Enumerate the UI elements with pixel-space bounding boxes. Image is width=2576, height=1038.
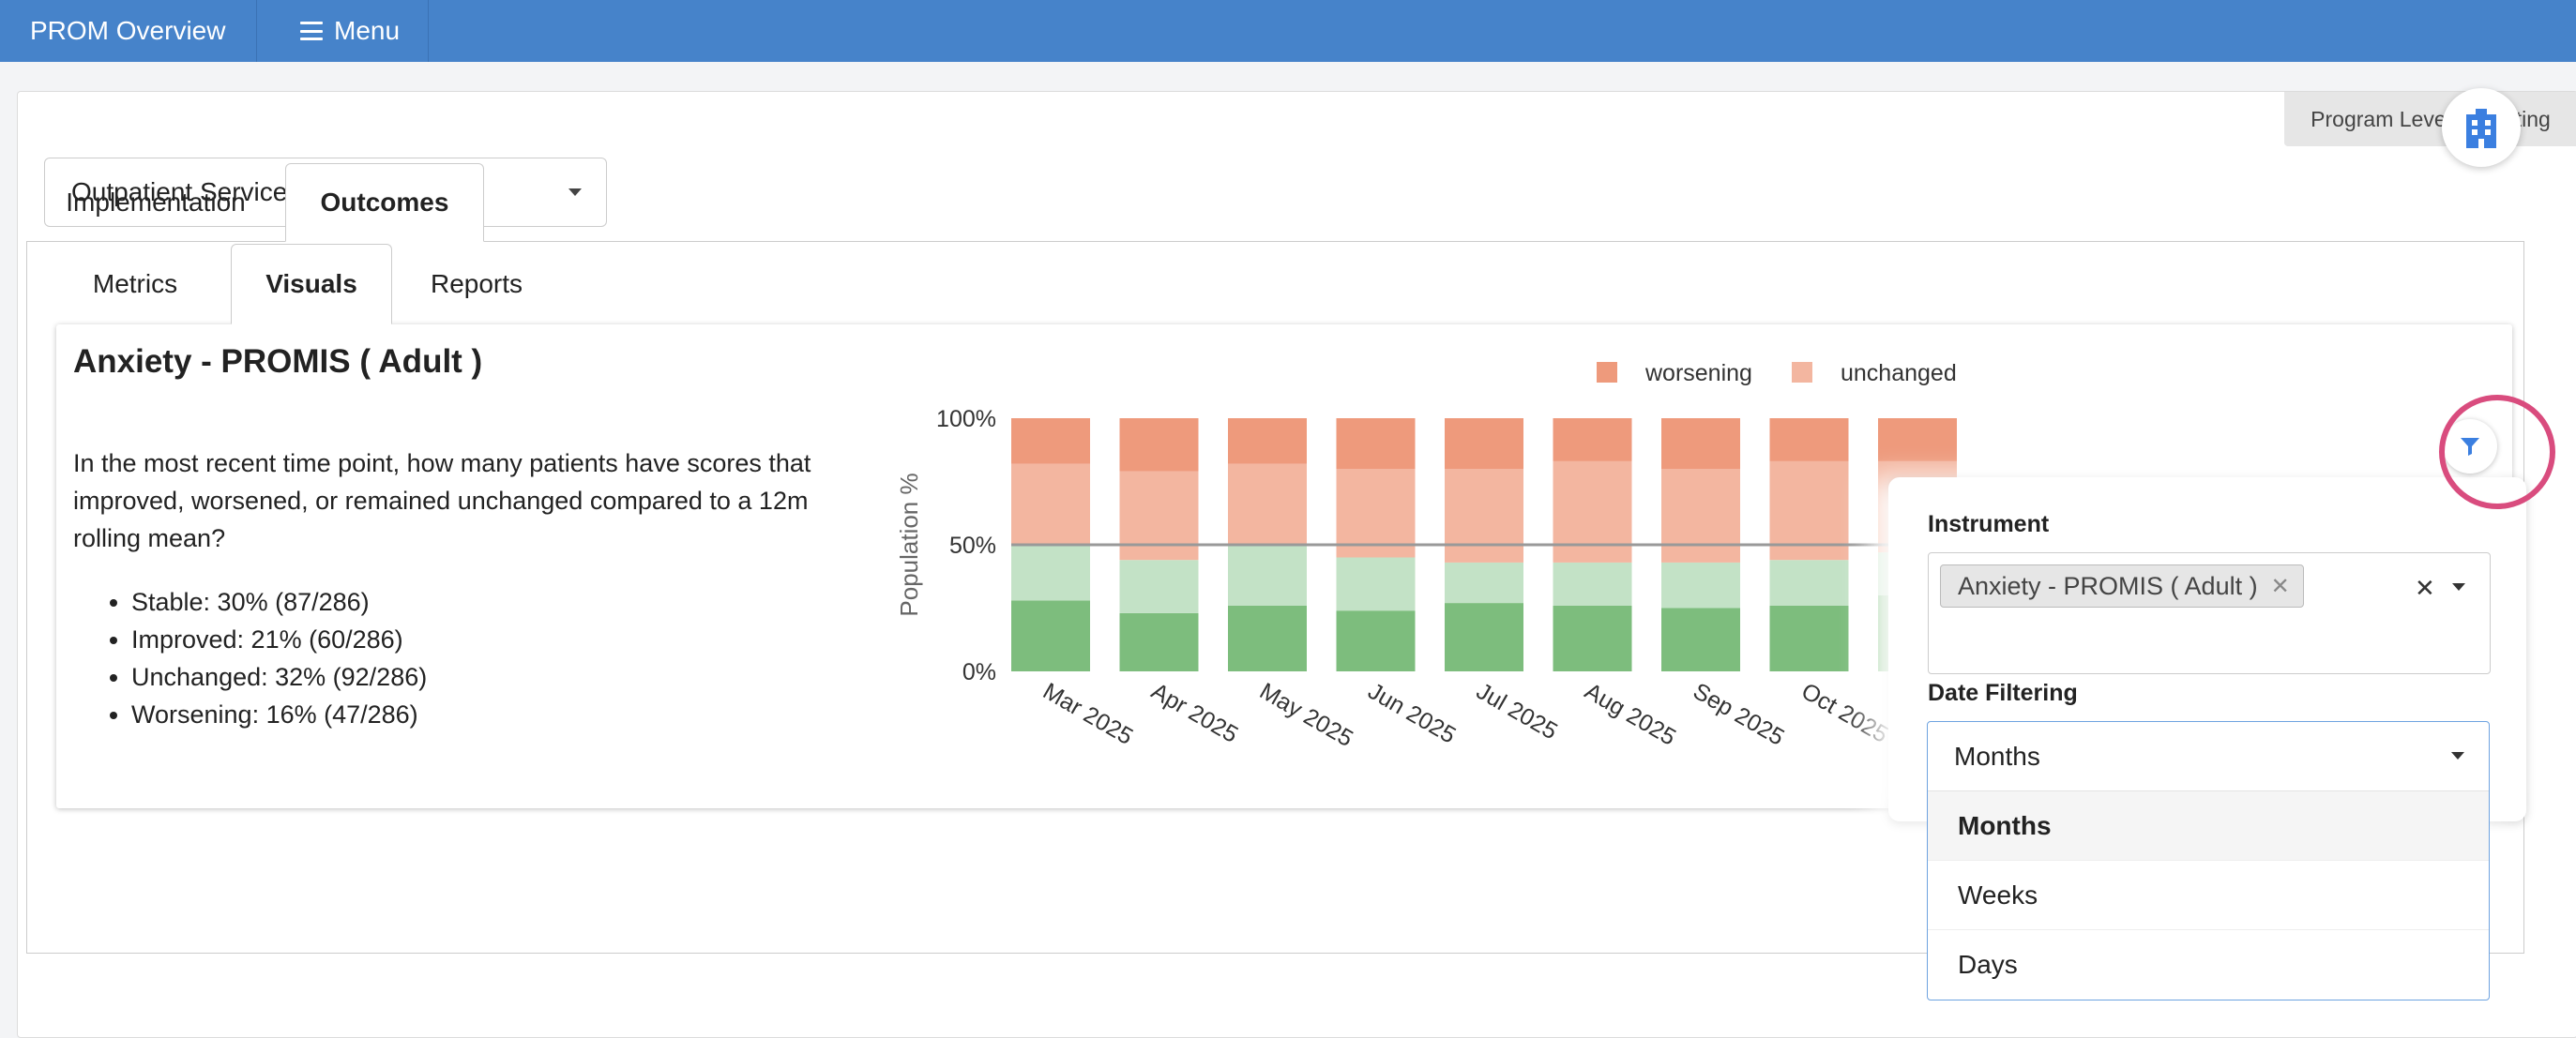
date-select-value[interactable]: Months <box>1928 722 2489 791</box>
stats-list: Stable: 30% (87/286) Improved: 21% (60/2… <box>131 583 427 733</box>
bar-improving <box>1553 562 1632 606</box>
tab-visuals[interactable]: Visuals <box>231 244 392 324</box>
bar-worsening <box>1011 418 1090 464</box>
top-nav-bar: PROM Overview Menu <box>0 0 2576 62</box>
bar-stable <box>1553 605 1632 671</box>
bar-unchanged <box>1119 471 1199 561</box>
site-select[interactable]: Outpatient Services <box>44 158 607 227</box>
chevron-down-icon <box>2451 752 2464 760</box>
x-tick-label: Mar 2025 <box>1038 678 1137 750</box>
bar-unchanged <box>1228 463 1307 545</box>
x-tick-label: Jun 2025 <box>1364 678 1461 749</box>
bar-worsening <box>1553 418 1632 461</box>
x-tick-label: Oct 2025 <box>1797 678 1893 748</box>
legend-swatch-worsening <box>1597 362 1617 383</box>
option-months[interactable]: Months <box>1928 791 2489 861</box>
clear-icon[interactable]: ✕ <box>2415 574 2435 602</box>
chevron-down-icon <box>568 188 582 196</box>
instrument-select[interactable]: Anxiety - PROMIS ( Adult ) ✕ ✕ <box>1928 552 2491 674</box>
building-icon <box>2466 109 2496 148</box>
bar-worsening <box>1661 418 1740 469</box>
highlight-ring <box>2439 395 2555 509</box>
site-select-value: Outpatient Services <box>71 177 301 206</box>
stat-improved: Improved: 21% (60/286) <box>131 621 427 658</box>
tab-metrics[interactable]: Metrics <box>92 269 178 298</box>
x-tick-label: Sep 2025 <box>1689 678 1789 751</box>
bar-worsening <box>1878 418 1957 461</box>
menu-label: Menu <box>334 16 401 45</box>
legend-label-worsening: worsening <box>1644 362 1752 386</box>
bar-stable <box>1119 612 1199 671</box>
instrument-label: Instrument <box>1928 511 2050 537</box>
x-tick-label: Apr 2025 <box>1147 678 1243 748</box>
x-tick-label: Jul 2025 <box>1472 678 1562 745</box>
bar-unchanged <box>1553 460 1632 563</box>
y-tick-label: 0% <box>962 659 996 685</box>
primary-tabs: Implementation Outcomes <box>26 163 484 242</box>
menu-button[interactable]: Menu <box>257 0 430 62</box>
bar-unchanged <box>1011 463 1090 545</box>
date-filtering-label: Date Filtering <box>1928 680 2078 706</box>
bar-stable <box>1011 600 1090 671</box>
bar-improving <box>1119 560 1199 613</box>
visual-question: In the most recent time point, how many … <box>73 449 811 552</box>
bar-improving <box>1661 562 1740 609</box>
bar-worsening <box>1119 418 1199 472</box>
building-button[interactable] <box>2442 88 2521 167</box>
bar-stable <box>1445 603 1523 671</box>
tab-implementation[interactable]: Implementation <box>66 188 246 217</box>
stat-worsening: Worsening: 16% (47/286) <box>131 696 427 733</box>
visual-title: Anxiety - PROMIS ( Adult ) <box>73 343 483 380</box>
bar-worsening <box>1228 418 1307 464</box>
stat-stable: Stable: 30% (87/286) <box>131 583 427 621</box>
bar-unchanged <box>1445 469 1523 563</box>
option-days[interactable]: Days <box>1958 950 2018 979</box>
bar-stable <box>1661 608 1740 671</box>
y-tick-label: 50% <box>949 533 996 559</box>
bar-improving <box>1769 560 1849 606</box>
instrument-chip-label: Anxiety - PROMIS ( Adult ) <box>1958 571 2258 600</box>
chevron-down-icon[interactable] <box>2452 583 2465 591</box>
bar-improving <box>1336 557 1416 611</box>
bar-improving <box>1011 545 1090 601</box>
bar-worsening <box>1336 418 1416 469</box>
stat-unchanged: Unchanged: 32% (92/286) <box>131 658 427 696</box>
legend-swatch-unchanged <box>1792 362 1812 383</box>
bar-stable <box>1336 610 1416 671</box>
bar-unchanged <box>1661 469 1740 563</box>
program-level-reporting-tab[interactable]: Program Level Reporting <box>2284 92 2576 146</box>
bar-unchanged <box>1336 469 1416 558</box>
legend-label-unchanged: unchanged <box>1841 362 1957 386</box>
chip-remove-icon[interactable]: ✕ <box>2270 573 2290 599</box>
bar-worsening <box>1445 418 1523 469</box>
hamburger-icon <box>300 22 323 40</box>
option-weeks[interactable]: Weeks <box>1928 861 2489 930</box>
tab-outcomes[interactable]: Outcomes <box>285 163 484 242</box>
y-axis-label: Population % <box>895 473 923 616</box>
date-select-current: Months <box>1954 741 2040 771</box>
secondary-tabs: Metrics Visuals Reports <box>39 244 561 324</box>
bar-improving <box>1228 545 1307 606</box>
x-tick-label: Aug 2025 <box>1581 678 1681 751</box>
x-tick-label: May 2025 <box>1255 678 1357 752</box>
stacked-bar-chart: Population % 0% 50% 100% Mar 2025 Apr 2025 May… <box>895 362 1961 752</box>
tab-reports[interactable]: Reports <box>430 269 523 298</box>
y-tick-label: 100% <box>936 406 996 432</box>
brand-link[interactable]: PROM Overview <box>0 0 257 62</box>
bar-stable <box>1228 605 1307 671</box>
date-filter-select[interactable]: Months Months Weeks Days <box>1927 721 2490 1000</box>
bar-worsening <box>1769 418 1849 461</box>
instrument-chip: Anxiety - PROMIS ( Adult ) ✕ <box>1940 564 2304 608</box>
bar-stable <box>1769 605 1849 671</box>
bar-improving <box>1445 562 1523 604</box>
